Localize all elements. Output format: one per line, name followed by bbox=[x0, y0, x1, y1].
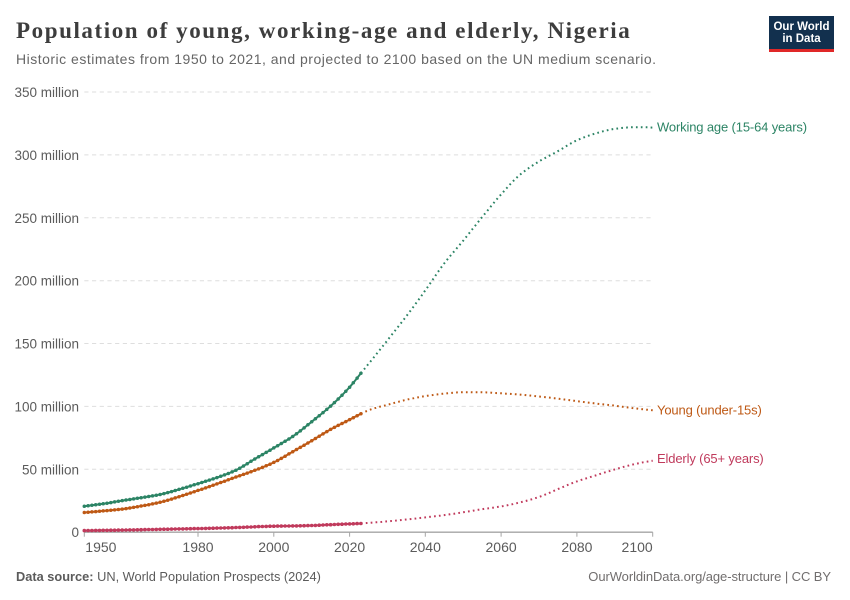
svg-text:150 million: 150 million bbox=[14, 337, 79, 352]
svg-text:250 million: 250 million bbox=[14, 211, 79, 226]
svg-text:350 million: 350 million bbox=[14, 85, 79, 100]
svg-text:300 million: 300 million bbox=[14, 148, 79, 163]
svg-text:2100: 2100 bbox=[622, 539, 653, 555]
svg-text:2060: 2060 bbox=[486, 539, 517, 555]
svg-text:1950: 1950 bbox=[85, 539, 116, 555]
svg-text:2000: 2000 bbox=[258, 539, 289, 555]
svg-text:200 million: 200 million bbox=[14, 274, 79, 289]
svg-text:1980: 1980 bbox=[182, 539, 213, 555]
svg-text:2080: 2080 bbox=[561, 539, 592, 555]
svg-text:0: 0 bbox=[71, 525, 79, 540]
svg-text:50 million: 50 million bbox=[22, 462, 79, 477]
svg-text:Young (under-15s): Young (under-15s) bbox=[657, 403, 762, 418]
svg-text:100 million: 100 million bbox=[14, 399, 79, 414]
svg-text:Working age (15-64 years): Working age (15-64 years) bbox=[657, 120, 807, 135]
svg-text:Elderly (65+ years): Elderly (65+ years) bbox=[657, 451, 764, 466]
svg-text:2020: 2020 bbox=[334, 539, 365, 555]
svg-text:2040: 2040 bbox=[410, 539, 441, 555]
